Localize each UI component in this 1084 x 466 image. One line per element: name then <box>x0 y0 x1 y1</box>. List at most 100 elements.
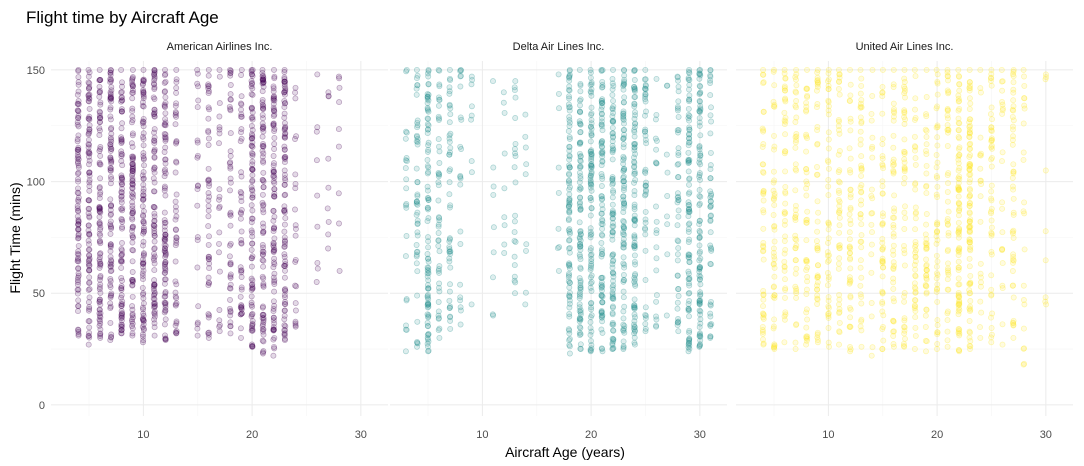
data-point <box>793 76 799 83</box>
data-point <box>151 301 158 307</box>
data-point <box>205 274 212 281</box>
data-point <box>847 81 854 88</box>
data-point <box>107 141 114 148</box>
data-point <box>74 258 81 265</box>
data-point <box>162 231 169 238</box>
data-point <box>130 223 136 230</box>
data-point <box>118 252 125 259</box>
data-point <box>162 290 169 297</box>
data-point <box>770 179 777 186</box>
data-point <box>696 75 703 82</box>
data-point <box>130 153 136 160</box>
data-point <box>139 99 146 106</box>
data-point <box>249 311 256 317</box>
data-point <box>934 298 941 305</box>
data-point <box>446 90 453 97</box>
data-point <box>75 162 82 169</box>
data-point <box>119 180 126 187</box>
data-point <box>846 276 853 283</box>
data-point <box>792 346 799 352</box>
data-point <box>194 325 201 332</box>
data-point <box>281 234 288 241</box>
data-point <box>934 174 941 181</box>
data-point <box>238 210 245 217</box>
data-point <box>435 237 442 244</box>
data-point <box>86 150 93 157</box>
data-point <box>271 93 278 100</box>
data-point <box>85 144 92 151</box>
data-point <box>162 110 169 117</box>
data-point <box>760 161 767 168</box>
data-point <box>686 77 693 83</box>
data-point <box>173 113 180 120</box>
data-point <box>162 267 169 274</box>
data-point <box>825 239 831 246</box>
data-point <box>118 189 125 196</box>
data-point <box>281 207 288 213</box>
data-point <box>271 225 278 232</box>
data-point <box>227 179 234 186</box>
data-point <box>814 77 821 84</box>
data-point <box>226 242 233 249</box>
data-point <box>566 114 573 120</box>
data-point <box>956 81 963 88</box>
data-point <box>653 322 660 329</box>
data-point <box>813 104 820 111</box>
data-point <box>249 150 255 157</box>
data-point <box>282 215 289 222</box>
data-point <box>1021 360 1028 367</box>
data-point <box>686 275 693 281</box>
data-point <box>281 221 288 228</box>
data-point <box>85 307 92 314</box>
data-point <box>86 116 93 123</box>
data-point <box>162 307 169 314</box>
data-point <box>890 132 897 139</box>
data-point <box>457 83 464 90</box>
data-point <box>260 72 267 79</box>
data-point <box>227 330 234 337</box>
data-point <box>825 325 832 331</box>
data-point <box>172 169 179 176</box>
data-point <box>162 301 169 308</box>
data-point <box>108 67 114 74</box>
data-point <box>108 224 115 231</box>
data-point <box>260 79 267 85</box>
data-point <box>140 300 147 307</box>
data-point <box>270 242 277 249</box>
data-point <box>129 323 135 329</box>
data-point <box>206 180 213 187</box>
data-point <box>270 93 277 100</box>
data-point <box>825 176 832 183</box>
data-point <box>226 103 233 110</box>
data-point <box>129 269 136 275</box>
data-point <box>923 162 930 169</box>
data-point <box>75 194 82 201</box>
data-point <box>793 131 800 137</box>
data-point <box>879 135 886 142</box>
data-point <box>271 125 278 132</box>
data-point <box>814 337 821 343</box>
data-point <box>922 337 929 344</box>
data-point <box>793 294 800 301</box>
data-point <box>847 293 854 300</box>
data-point <box>249 109 256 116</box>
data-point <box>74 136 81 143</box>
data-point <box>259 101 266 108</box>
data-point <box>205 90 212 97</box>
data-point <box>577 96 584 103</box>
data-point <box>1010 161 1017 168</box>
data-point <box>281 254 288 260</box>
data-point <box>632 170 639 177</box>
data-point <box>259 99 266 106</box>
data-point <box>425 285 432 292</box>
data-point <box>227 261 234 268</box>
data-point <box>227 148 234 155</box>
data-point <box>999 87 1006 94</box>
data-point <box>151 67 158 74</box>
data-point <box>270 207 277 214</box>
data-point <box>260 80 267 87</box>
data-point <box>653 313 659 320</box>
data-point <box>270 244 277 251</box>
data-point <box>140 276 146 283</box>
data-point <box>281 243 288 250</box>
